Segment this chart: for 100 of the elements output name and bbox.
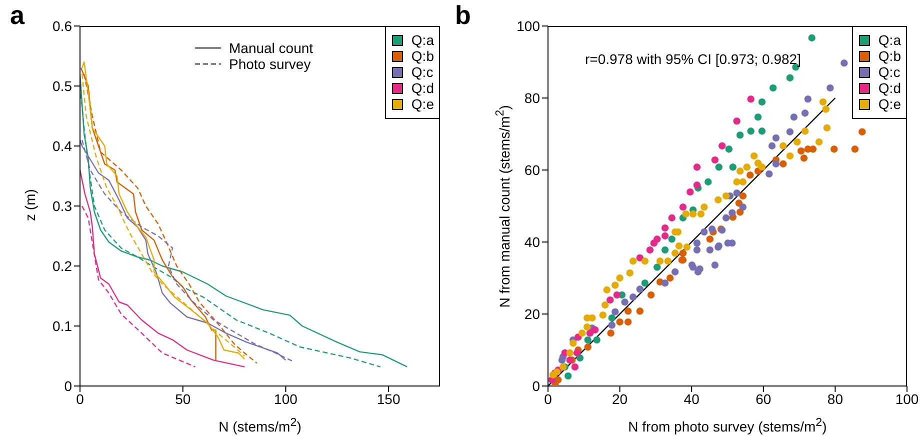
point — [786, 128, 794, 136]
point — [801, 128, 809, 135]
x-tick-label: 100 — [274, 390, 298, 407]
legend-label: Q:a — [878, 32, 901, 48]
point — [584, 336, 592, 344]
point — [584, 344, 592, 351]
point — [697, 210, 705, 218]
legend-label: Q:e — [411, 96, 434, 112]
point — [800, 154, 808, 162]
point — [636, 286, 644, 293]
point — [768, 142, 776, 150]
point — [736, 131, 744, 139]
point — [608, 322, 616, 329]
y-tick-label: 0.4 — [52, 138, 72, 154]
point — [819, 98, 827, 106]
point — [780, 160, 787, 168]
legend-label: Q:a — [411, 32, 434, 48]
point — [754, 113, 762, 121]
x-tick-label: 40 — [684, 390, 700, 407]
point — [646, 246, 654, 254]
y-tick-label: 0.2 — [52, 258, 72, 274]
point — [584, 323, 591, 331]
y-tick-label: 60 — [524, 162, 540, 178]
point — [706, 236, 714, 243]
legend-label: Q:b — [878, 48, 901, 64]
chart-title: a — [10, 0, 24, 31]
point — [733, 178, 740, 186]
point — [736, 167, 744, 175]
point — [728, 209, 736, 216]
point — [700, 228, 708, 236]
point — [815, 138, 823, 146]
point — [790, 113, 798, 121]
point — [758, 128, 766, 135]
point — [573, 349, 581, 356]
point — [747, 128, 754, 135]
point — [647, 291, 655, 299]
point — [641, 279, 649, 287]
x-tick-label: 60 — [756, 390, 772, 407]
point — [629, 293, 637, 301]
point — [786, 74, 794, 82]
point — [607, 329, 614, 337]
point — [661, 246, 669, 254]
point — [621, 298, 628, 306]
point — [722, 214, 730, 222]
point — [794, 138, 801, 146]
point — [686, 188, 694, 196]
point — [571, 363, 579, 371]
point — [758, 164, 766, 171]
point — [801, 110, 809, 117]
point — [613, 291, 621, 299]
point — [641, 257, 649, 265]
point — [606, 296, 614, 304]
point — [586, 329, 594, 337]
point — [715, 164, 722, 171]
y-tick-label: 100 — [516, 18, 540, 34]
point — [650, 239, 658, 247]
x-axis-title: N from photo survey (stems/m$^{2}$) — [627, 416, 828, 435]
point — [666, 274, 674, 282]
annotation: Photo survey — [229, 56, 311, 72]
point — [743, 164, 750, 171]
chart-title: b — [455, 0, 471, 31]
point — [564, 372, 572, 380]
legend-label: Q:d — [411, 80, 434, 96]
x-tick-label: 0 — [76, 390, 84, 407]
point — [750, 152, 758, 160]
point — [616, 274, 624, 282]
point — [668, 214, 676, 222]
point — [739, 203, 747, 211]
legend-label: Q:c — [411, 64, 434, 80]
point — [746, 171, 754, 179]
point — [772, 160, 780, 168]
point — [733, 189, 740, 197]
point — [679, 203, 687, 211]
point — [808, 34, 816, 42]
point — [780, 142, 787, 150]
point — [566, 356, 574, 364]
y-tick-label: 0 — [532, 378, 540, 394]
point — [725, 146, 733, 153]
x-tick-label: 20 — [612, 390, 628, 407]
legend-label: Q:c — [878, 64, 900, 80]
y-tick-label: 20 — [524, 306, 540, 322]
x-tick-label: 150 — [376, 390, 400, 407]
point — [700, 203, 708, 211]
point — [636, 308, 644, 315]
annotation: Manual count — [229, 40, 314, 56]
point — [603, 286, 610, 294]
point — [711, 261, 719, 269]
point — [733, 117, 740, 125]
point — [769, 84, 777, 92]
y-tick-label: 80 — [524, 90, 540, 106]
point — [624, 318, 632, 326]
point — [693, 164, 701, 171]
point — [616, 318, 624, 326]
y-tick-label: 40 — [524, 234, 540, 250]
point — [823, 124, 831, 132]
point — [693, 239, 701, 247]
point — [693, 182, 701, 189]
point — [729, 164, 736, 171]
point — [601, 301, 609, 309]
point — [599, 311, 607, 319]
